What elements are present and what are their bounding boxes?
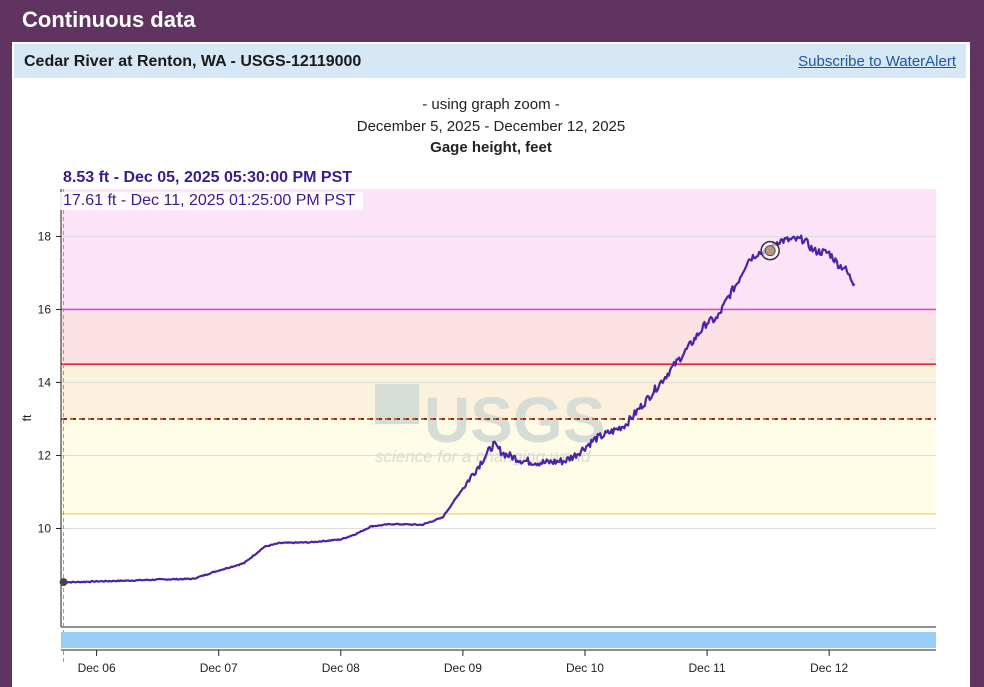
threshold-band-1 bbox=[61, 309, 936, 365]
brush-selection bbox=[61, 632, 936, 648]
usgs-watermark-wave-icon bbox=[375, 384, 419, 424]
brush-bar bbox=[61, 632, 936, 648]
x-tick-label-5: Dec 11 bbox=[689, 661, 726, 675]
threshold-lines bbox=[61, 308, 936, 515]
threshold-bands bbox=[61, 189, 936, 514]
chart-card: Cedar River at Renton, WA - USGS-1211900… bbox=[12, 42, 970, 687]
x-tick-label-0: Dec 06 bbox=[78, 661, 116, 675]
threshold-band-3 bbox=[61, 418, 936, 514]
site-name: Cedar River at Renton, WA - USGS-1211900… bbox=[24, 53, 362, 70]
site-bar: Cedar River at Renton, WA - USGS-1211900… bbox=[14, 44, 966, 78]
usgs-watermark: USGS science for a changing world bbox=[375, 384, 605, 466]
parameter-title: Gage height, feet bbox=[430, 139, 552, 156]
date-range: December 5, 2025 - December 12, 2025 bbox=[356, 118, 626, 135]
y-tick-label-10: 10 bbox=[38, 521, 52, 535]
y-tick-label-18: 18 bbox=[38, 229, 52, 243]
panel-header: Continuous data bbox=[12, 0, 970, 42]
x-tick-label-1: Dec 07 bbox=[200, 661, 238, 675]
hydrograph-chart[interactable]: USGS science for a changing world Dec 06… bbox=[12, 42, 970, 687]
tooltip-start: 8.53 ft - Dec 05, 2025 05:30:00 PM PST bbox=[63, 169, 353, 186]
x-tick-label-2: Dec 08 bbox=[322, 661, 360, 675]
tooltip-hover: 17.61 ft - Dec 11, 2025 01:25:00 PM PST bbox=[60, 192, 364, 210]
y-axis-label: ft bbox=[20, 414, 34, 421]
y-tick-label-14: 14 bbox=[38, 375, 52, 389]
x-axis-ticks: Dec 06 Dec 07 Dec 08 Dec 09 Dec 10 Dec 11 Dec … bbox=[61, 649, 936, 675]
marker-start bbox=[59, 578, 68, 587]
marker-hover bbox=[764, 245, 776, 257]
usgs-watermark-logo: USGS bbox=[424, 384, 605, 456]
x-tick-label-6: Dec 12 bbox=[810, 661, 848, 675]
axes bbox=[60, 189, 936, 628]
y-axis-ticks: 10 12 14 16 18 bbox=[38, 229, 61, 535]
data-markers bbox=[59, 240, 780, 587]
subscribe-waterealert-link[interactable]: Subscribe to WaterAlert bbox=[798, 53, 956, 70]
x-tick-label-3: Dec 09 bbox=[444, 661, 482, 675]
usgs-watermark-tagline: science for a changing world bbox=[375, 447, 591, 466]
y-tick-label-12: 12 bbox=[38, 448, 52, 462]
panel-title: Continuous data bbox=[22, 7, 196, 32]
x-tick-label-4: Dec 10 bbox=[566, 661, 604, 675]
zoom-note: - using graph zoom - bbox=[422, 96, 560, 113]
threshold-band-2 bbox=[61, 364, 936, 419]
y-tick-label-16: 16 bbox=[38, 302, 52, 316]
series-line-gage-height bbox=[63, 234, 856, 584]
